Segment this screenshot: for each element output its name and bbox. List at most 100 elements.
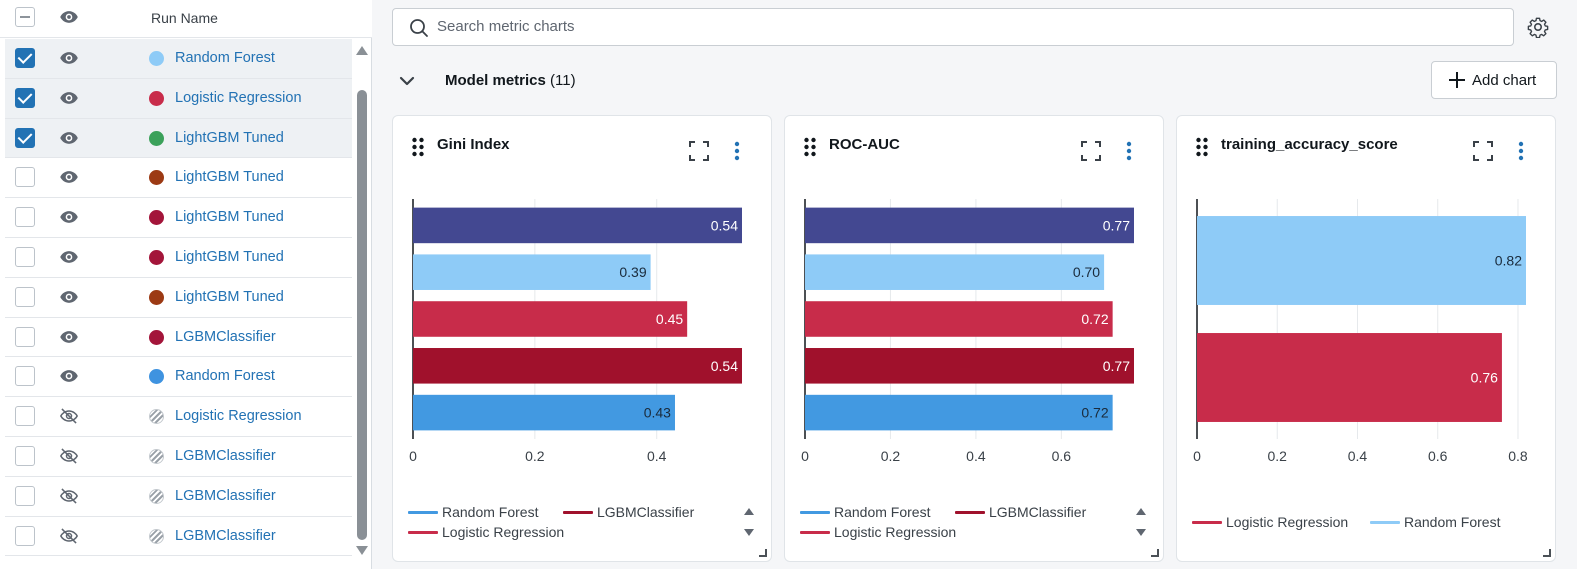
run-color-swatch[interactable]	[149, 488, 164, 504]
run-name-link[interactable]: LightGBM Tuned	[175, 169, 284, 186]
eye-icon[interactable]	[59, 287, 79, 307]
bar-data-label: 0.43	[644, 405, 671, 421]
row-checkbox[interactable]	[15, 246, 35, 267]
search-input[interactable]	[437, 18, 1487, 35]
add-chart-label: Add chart	[1472, 72, 1537, 89]
table-row[interactable]: Random Forest	[5, 357, 352, 398]
x-tick-label: 0.6	[1052, 448, 1072, 464]
chart-title: Gini Index	[437, 136, 510, 153]
more-options-icon[interactable]	[734, 141, 740, 166]
row-checkbox[interactable]	[15, 445, 35, 466]
section-title: Model metrics (11)	[445, 72, 576, 89]
row-checkbox[interactable]	[15, 406, 35, 427]
run-name-link[interactable]: Logistic Regression	[175, 408, 302, 425]
eye-icon[interactable]	[59, 88, 79, 108]
scroll-up-arrow-icon[interactable]	[356, 46, 368, 55]
run-color-swatch[interactable]	[149, 329, 164, 345]
run-color-swatch[interactable]	[149, 51, 164, 66]
run-name-link[interactable]: Random Forest	[175, 368, 275, 385]
select-all-checkbox[interactable]	[15, 7, 35, 27]
run-name-link[interactable]: Logistic Regression	[175, 89, 302, 106]
eye-off-icon[interactable]	[59, 486, 79, 506]
scrollbar-thumb[interactable]	[357, 90, 367, 540]
run-name-link[interactable]: LightGBM Tuned	[175, 248, 284, 265]
fullscreen-icon[interactable]	[1081, 141, 1101, 166]
run-color-swatch[interactable]	[149, 210, 164, 226]
table-row[interactable]: LightGBM Tuned	[5, 238, 352, 278]
run-name-link[interactable]: LightGBM Tuned	[175, 129, 284, 146]
fullscreen-icon[interactable]	[689, 141, 709, 166]
table-row[interactable]: Logistic Regression	[5, 78, 352, 119]
run-color-swatch[interactable]	[149, 448, 164, 464]
bar	[413, 394, 675, 431]
scroll-down-arrow-icon[interactable]	[356, 546, 368, 555]
table-row[interactable]: LightGBM Tuned	[5, 158, 352, 199]
legend-scroll-arrows-icon[interactable]	[743, 506, 755, 543]
row-checkbox[interactable]	[15, 366, 35, 387]
run-name-column-header[interactable]: Run Name	[151, 10, 218, 26]
fullscreen-icon[interactable]	[1473, 141, 1493, 166]
run-name-link[interactable]: LightGBM Tuned	[175, 288, 284, 305]
run-name-link[interactable]: LightGBM Tuned	[175, 209, 284, 226]
table-row[interactable]: LGBMClassifier	[5, 437, 352, 477]
table-row[interactable]: Logistic Regression	[5, 397, 352, 437]
run-color-swatch[interactable]	[149, 90, 164, 106]
eye-icon[interactable]	[59, 167, 79, 187]
row-checkbox[interactable]	[15, 127, 35, 148]
legend-scroll-arrows-icon[interactable]	[1135, 506, 1147, 543]
row-checkbox[interactable]	[15, 485, 35, 506]
run-name-link[interactable]: LGBMClassifier	[175, 328, 276, 345]
chevron-down-icon[interactable]	[398, 72, 416, 95]
run-name-link[interactable]: LGBMClassifier	[175, 487, 276, 504]
eye-icon[interactable]	[59, 247, 79, 267]
run-color-swatch[interactable]	[149, 409, 164, 425]
add-chart-button[interactable]: Add chart	[1431, 61, 1557, 99]
row-checkbox[interactable]	[15, 207, 35, 228]
run-color-swatch[interactable]	[149, 249, 164, 265]
gear-icon[interactable]	[1527, 16, 1549, 43]
more-options-icon[interactable]	[1518, 141, 1524, 166]
eye-off-icon[interactable]	[59, 406, 79, 426]
drag-handle-icon[interactable]	[804, 137, 816, 162]
run-name-link[interactable]: LGBMClassifier	[175, 447, 276, 464]
drag-handle-icon[interactable]	[412, 137, 424, 162]
resize-handle[interactable]	[759, 549, 767, 557]
search-metric-charts[interactable]	[392, 8, 1514, 46]
eye-icon[interactable]	[59, 48, 79, 68]
row-checkbox[interactable]	[15, 525, 35, 546]
row-checkbox[interactable]	[15, 286, 35, 307]
eye-off-icon[interactable]	[59, 446, 79, 466]
table-row[interactable]: LGBMClassifier	[5, 318, 352, 358]
legend-swatch	[1370, 521, 1400, 524]
row-checkbox[interactable]	[15, 167, 35, 188]
run-color-swatch[interactable]	[149, 289, 164, 305]
run-color-swatch[interactable]	[149, 528, 164, 544]
table-row[interactable]: LGBMClassifier	[5, 517, 352, 557]
table-row[interactable]: LGBMClassifier	[5, 477, 352, 517]
table-row[interactable]: LightGBM Tuned	[5, 198, 352, 238]
eye-icon[interactable]	[59, 207, 79, 227]
run-color-swatch[interactable]	[149, 369, 164, 385]
eye-icon[interactable]	[59, 128, 79, 148]
drag-handle-icon[interactable]	[1196, 137, 1208, 162]
eye-icon[interactable]	[59, 366, 79, 386]
bar-data-label: 0.54	[711, 217, 738, 233]
toggle-all-visibility-icon[interactable]	[59, 7, 79, 27]
row-checkbox[interactable]	[15, 326, 35, 347]
eye-off-icon[interactable]	[59, 526, 79, 546]
bar-data-label: 0.82	[1495, 253, 1522, 269]
more-options-icon[interactable]	[1126, 141, 1132, 166]
resize-handle[interactable]	[1151, 549, 1159, 557]
run-name-link[interactable]: Random Forest	[175, 50, 275, 66]
table-row[interactable]: LightGBM Tuned	[5, 278, 352, 318]
runs-table-scrollbar[interactable]	[352, 40, 372, 560]
resize-handle[interactable]	[1543, 549, 1551, 557]
row-checkbox[interactable]	[15, 87, 35, 108]
run-color-swatch[interactable]	[149, 170, 164, 186]
run-name-link[interactable]: LGBMClassifier	[175, 527, 276, 544]
run-color-swatch[interactable]	[149, 130, 164, 146]
table-row[interactable]: LightGBM Tuned	[5, 118, 352, 159]
row-checkbox[interactable]	[15, 48, 35, 68]
eye-icon[interactable]	[59, 327, 79, 347]
table-row[interactable]: Random Forest	[5, 39, 352, 79]
